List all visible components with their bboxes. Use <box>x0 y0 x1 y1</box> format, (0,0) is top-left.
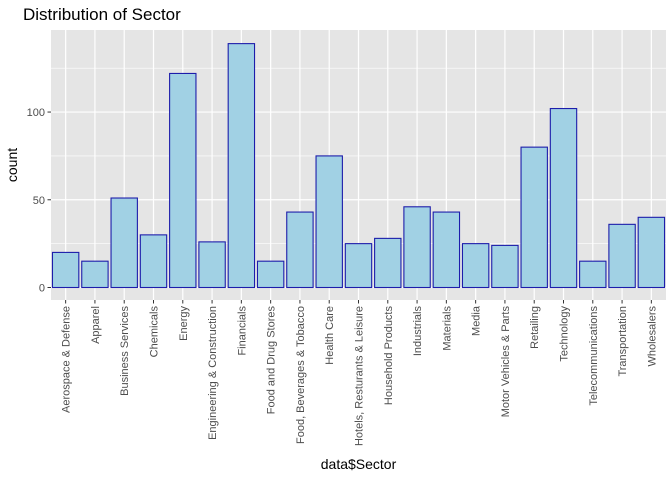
bar <box>198 241 226 289</box>
x-tick-label: Chemicals <box>149 306 161 358</box>
bar <box>374 237 402 289</box>
bar <box>520 146 548 289</box>
bar <box>461 243 490 289</box>
bar <box>344 243 373 289</box>
x-tick-label: Retailing <box>529 306 541 349</box>
x-tick-label: Telecommunications <box>588 306 600 406</box>
x-tick-label: Technology <box>559 306 571 362</box>
bar <box>579 260 607 289</box>
x-axis: Aerospace & Defense Apparel Business Servi… <box>61 300 658 446</box>
x-tick-label: Wholesalers <box>646 306 658 367</box>
bar <box>139 234 168 289</box>
y-tick-label: 100 <box>27 107 45 119</box>
bar <box>315 155 343 289</box>
bar <box>549 107 578 289</box>
x-tick-label: Business Services <box>119 306 131 396</box>
x-tick-label: Financials <box>236 306 248 356</box>
x-tick-label: Materials <box>441 306 453 351</box>
bar <box>227 43 256 289</box>
bar <box>256 260 285 289</box>
bar <box>286 211 314 289</box>
bar <box>81 260 109 289</box>
y-tick-label: 0 <box>39 283 45 295</box>
bar <box>608 223 636 289</box>
x-tick-label: Apparel <box>90 306 102 344</box>
x-tick-label: Engineering & Construction <box>207 306 219 440</box>
x-tick-label: Media <box>471 305 483 336</box>
x-tick-label: Household Products <box>383 306 395 406</box>
y-tick-label: 50 <box>33 195 45 207</box>
bar <box>432 211 461 289</box>
x-tick-label: Hotels, Resturants & Leisure <box>354 306 366 446</box>
x-tick-label: Food, Beverages & Tobacco <box>295 306 307 444</box>
y-axis: 0 50 100 <box>27 107 51 295</box>
x-tick-label: Industrials <box>412 306 424 357</box>
x-tick-label: Health Care <box>324 306 336 365</box>
x-tick-label: Transportation <box>617 306 629 377</box>
bar <box>169 72 197 289</box>
bar <box>403 206 431 289</box>
bar <box>491 244 519 289</box>
bar <box>51 251 80 289</box>
bar <box>110 197 138 289</box>
y-axis-title: count <box>4 148 20 182</box>
x-tick-label: Motor Vehicles & Parts <box>500 306 512 418</box>
bars <box>51 43 666 289</box>
x-tick-label: Food and Drug Stores <box>266 306 278 415</box>
x-axis-title: data$Sector <box>321 456 397 472</box>
bar <box>637 216 666 289</box>
x-tick-label: Aerospace & Defense <box>61 306 73 413</box>
x-tick-label: Energy <box>178 306 190 341</box>
chart-title: Distribution of Sector <box>23 5 181 24</box>
